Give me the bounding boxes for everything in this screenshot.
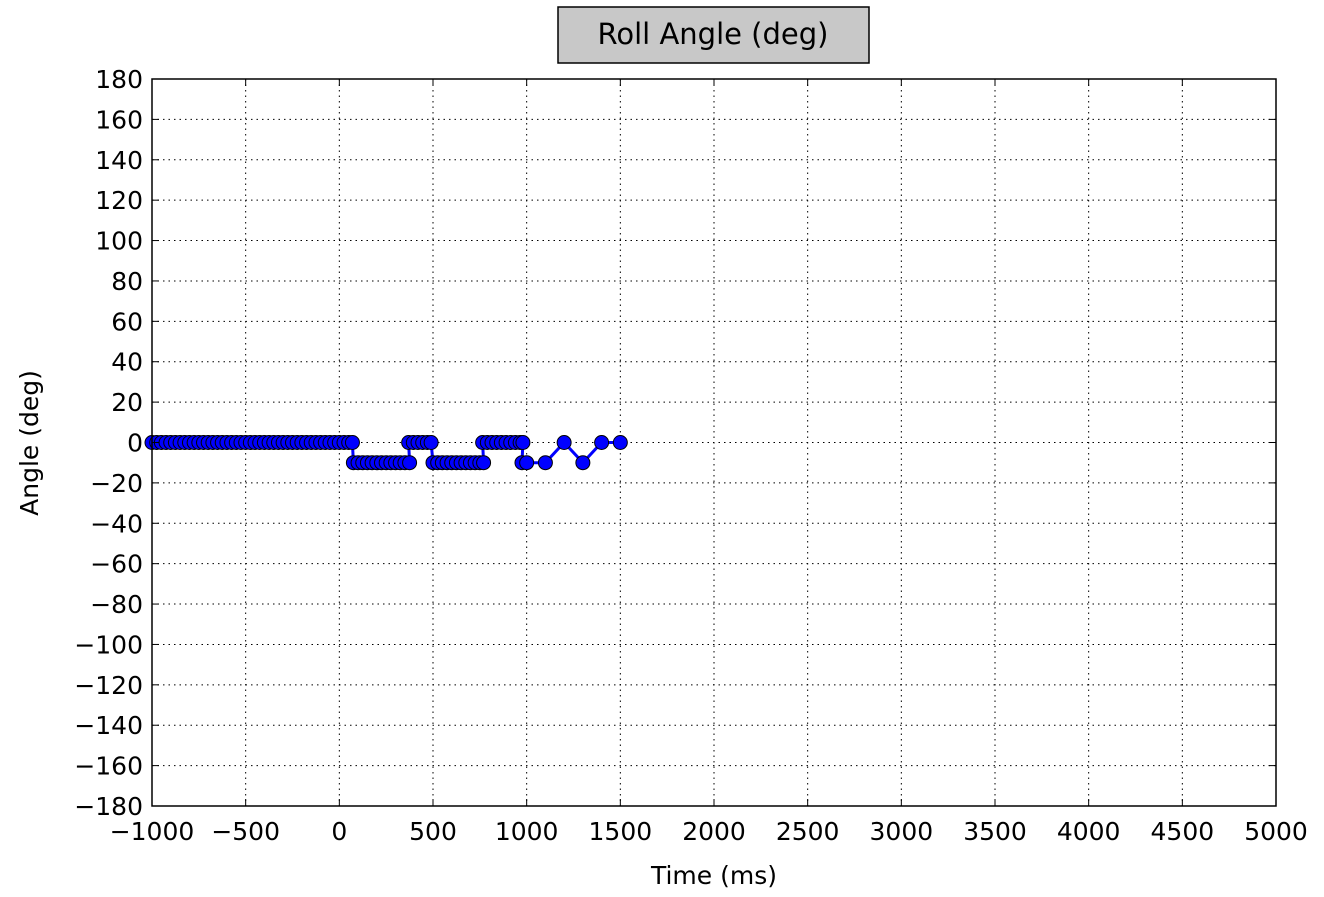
- x-tick-label: 1000: [495, 817, 559, 846]
- x-tick-label: 3000: [870, 817, 934, 846]
- y-tick-label: 120: [95, 186, 143, 215]
- y-tick-label: 160: [95, 105, 143, 134]
- x-tick-label: 1500: [589, 817, 653, 846]
- x-tick-label: 5000: [1244, 817, 1308, 846]
- data-point: [594, 435, 610, 450]
- data-point: [402, 455, 418, 471]
- y-tick-label: −80: [90, 590, 143, 619]
- title-box: [557, 6, 870, 64]
- y-tick-label: −100: [74, 630, 143, 659]
- y-tick-label: 60: [111, 307, 143, 336]
- x-tick-labels: −1000 −500 0 500 1000 1500 2000 2500 3000 3500 400…: [110, 817, 1308, 846]
- x-tick-label: 2000: [682, 817, 746, 846]
- data-point: [556, 435, 572, 450]
- y-tick-label: −20: [90, 469, 143, 498]
- data-point: [575, 455, 591, 471]
- y-tick-label: −180: [74, 792, 143, 821]
- y-axis-label: Angle (deg): [15, 370, 44, 516]
- data-point: [344, 435, 360, 450]
- y-tick-label: 80: [111, 267, 143, 296]
- y-tick-label: 20: [111, 388, 143, 417]
- y-tick-label: 140: [95, 146, 143, 175]
- y-tick-label: −120: [74, 671, 143, 700]
- grid: [152, 79, 1276, 806]
- x-tick-label: 4500: [1151, 817, 1215, 846]
- x-tick-label: 500: [409, 817, 457, 846]
- x-tick-label: 3500: [963, 817, 1027, 846]
- x-tick-label: 4000: [1057, 817, 1121, 846]
- x-tick-label: −500: [211, 817, 280, 846]
- series: [144, 435, 628, 471]
- data-point: [537, 455, 553, 471]
- x-tick-label: 2500: [776, 817, 840, 846]
- y-tick-label: 0: [127, 429, 143, 458]
- x-axis-label: Time (ms): [650, 861, 777, 890]
- x-tick-label: 0: [331, 817, 347, 846]
- data-point: [519, 455, 535, 471]
- data-point: [476, 455, 492, 471]
- y-tick-label: −140: [74, 711, 143, 740]
- chart-title: Roll Angle (deg): [598, 17, 829, 51]
- y-tick-label: −160: [74, 752, 143, 781]
- y-tick-label: 40: [111, 348, 143, 377]
- y-tick-label: −60: [90, 550, 143, 579]
- x-tick-label: −1000: [110, 817, 195, 846]
- y-tick-label: 180: [95, 65, 143, 94]
- data-point: [423, 435, 439, 450]
- data-point: [612, 435, 628, 450]
- y-tick-label: 100: [95, 227, 143, 256]
- y-tick-labels: −180 −160 −140 −120 −100 −80 −60 −40 −20 0 20 40 60 8…: [74, 65, 143, 821]
- y-tick-label: −40: [90, 509, 143, 538]
- data-point: [515, 435, 531, 450]
- ticks: [151, 78, 1277, 807]
